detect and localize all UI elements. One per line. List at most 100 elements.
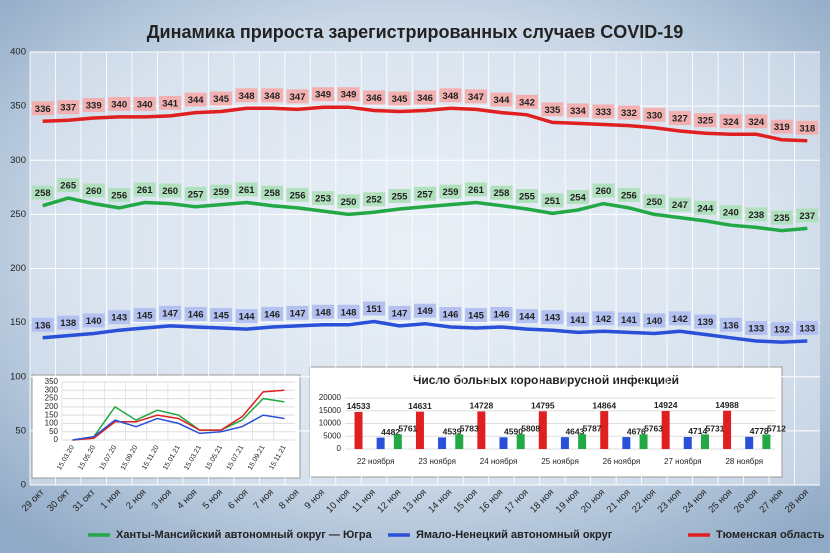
label-box	[745, 114, 768, 129]
label-box	[770, 322, 793, 337]
label-box	[592, 311, 615, 326]
label-box	[515, 188, 538, 203]
label-box	[592, 104, 615, 119]
data-label: 346	[366, 93, 382, 104]
label-box	[490, 306, 513, 321]
label-box	[490, 306, 513, 321]
data-label: 336	[35, 104, 51, 115]
label-box	[133, 308, 156, 323]
label-box	[261, 88, 284, 103]
label-box	[337, 304, 360, 319]
label-box	[337, 304, 360, 319]
bar	[438, 437, 447, 449]
data-label: 259	[443, 187, 459, 198]
label-box	[414, 303, 436, 318]
data-label: 342	[519, 97, 535, 108]
label-box	[719, 114, 742, 129]
data-label: 255	[519, 191, 536, 202]
label-box	[57, 315, 80, 330]
label-box	[286, 89, 309, 104]
label-box	[184, 306, 207, 321]
data-label: 14864	[592, 400, 616, 410]
y-tick-label: 300	[10, 155, 26, 166]
label-box	[770, 210, 793, 225]
label-box	[566, 103, 589, 118]
label-box	[414, 186, 436, 201]
label-box	[82, 313, 105, 328]
data-label: 14728	[470, 401, 494, 411]
y-tick-label: 150	[45, 410, 59, 419]
label-box	[439, 184, 462, 199]
data-label: 14924	[654, 400, 678, 410]
label-box	[719, 205, 742, 220]
label-box	[184, 186, 207, 201]
data-label: 235	[774, 213, 791, 224]
label-box	[108, 187, 131, 202]
bar	[600, 411, 609, 449]
label-box	[541, 102, 564, 117]
data-label: 260	[162, 186, 178, 197]
label-box	[566, 312, 589, 327]
data-label: 4643	[565, 426, 584, 436]
data-label: 332	[621, 108, 637, 119]
label-box	[617, 187, 640, 202]
label-box	[159, 305, 182, 320]
label-box	[439, 306, 462, 321]
label-box	[414, 303, 436, 318]
label-box	[515, 309, 538, 324]
data-label: 325	[697, 116, 714, 127]
data-label: 258	[264, 188, 280, 199]
data-label: 5783	[460, 424, 479, 434]
data-label: 344	[188, 95, 205, 106]
label-box	[388, 91, 411, 106]
data-label: 259	[213, 187, 229, 198]
label-box	[515, 94, 538, 109]
data-label: 345	[392, 94, 409, 105]
data-label: 4539	[443, 427, 462, 437]
label-box	[133, 308, 156, 323]
label-box	[414, 90, 436, 105]
data-label: 260	[86, 186, 102, 197]
data-label: 136	[723, 320, 739, 331]
data-label: 347	[468, 92, 484, 103]
data-label: 136	[35, 320, 51, 331]
label-box	[414, 186, 436, 201]
data-label: 324	[723, 117, 740, 128]
label-box	[617, 312, 640, 327]
label-box	[363, 192, 386, 207]
data-label: 261	[468, 185, 485, 196]
data-label: 5787	[583, 423, 602, 433]
x-tick-label: 27 ноября	[664, 457, 702, 466]
data-label: 330	[646, 110, 662, 121]
label-box	[668, 197, 691, 212]
data-label: 337	[60, 103, 76, 114]
label-box	[694, 200, 717, 215]
data-label: 5731	[706, 424, 725, 434]
label-box	[770, 210, 793, 225]
label-box	[490, 92, 513, 107]
label-box	[745, 207, 768, 222]
y-tick-label: 400	[10, 47, 26, 58]
label-box	[159, 183, 182, 198]
data-label: 151	[366, 304, 383, 315]
label-box	[439, 88, 462, 103]
data-label: 140	[86, 316, 102, 327]
y-tick-label: 100	[10, 371, 26, 382]
label-box	[719, 317, 742, 332]
label-box	[235, 88, 258, 103]
chart-title: Динамика прироста зарегистрированных слу…	[147, 22, 684, 42]
label-box	[464, 89, 487, 104]
data-label: 333	[595, 107, 611, 118]
data-label: 348	[264, 91, 280, 102]
label-box	[31, 101, 54, 116]
label-box	[643, 313, 666, 328]
label-box	[515, 188, 538, 203]
data-label: 4590	[504, 427, 523, 437]
label-box	[541, 102, 564, 117]
label-box	[414, 90, 436, 105]
label-box	[286, 187, 309, 202]
label-box	[617, 187, 640, 202]
data-label: 140	[646, 316, 662, 327]
data-label: 147	[290, 308, 306, 319]
label-box	[770, 322, 793, 337]
